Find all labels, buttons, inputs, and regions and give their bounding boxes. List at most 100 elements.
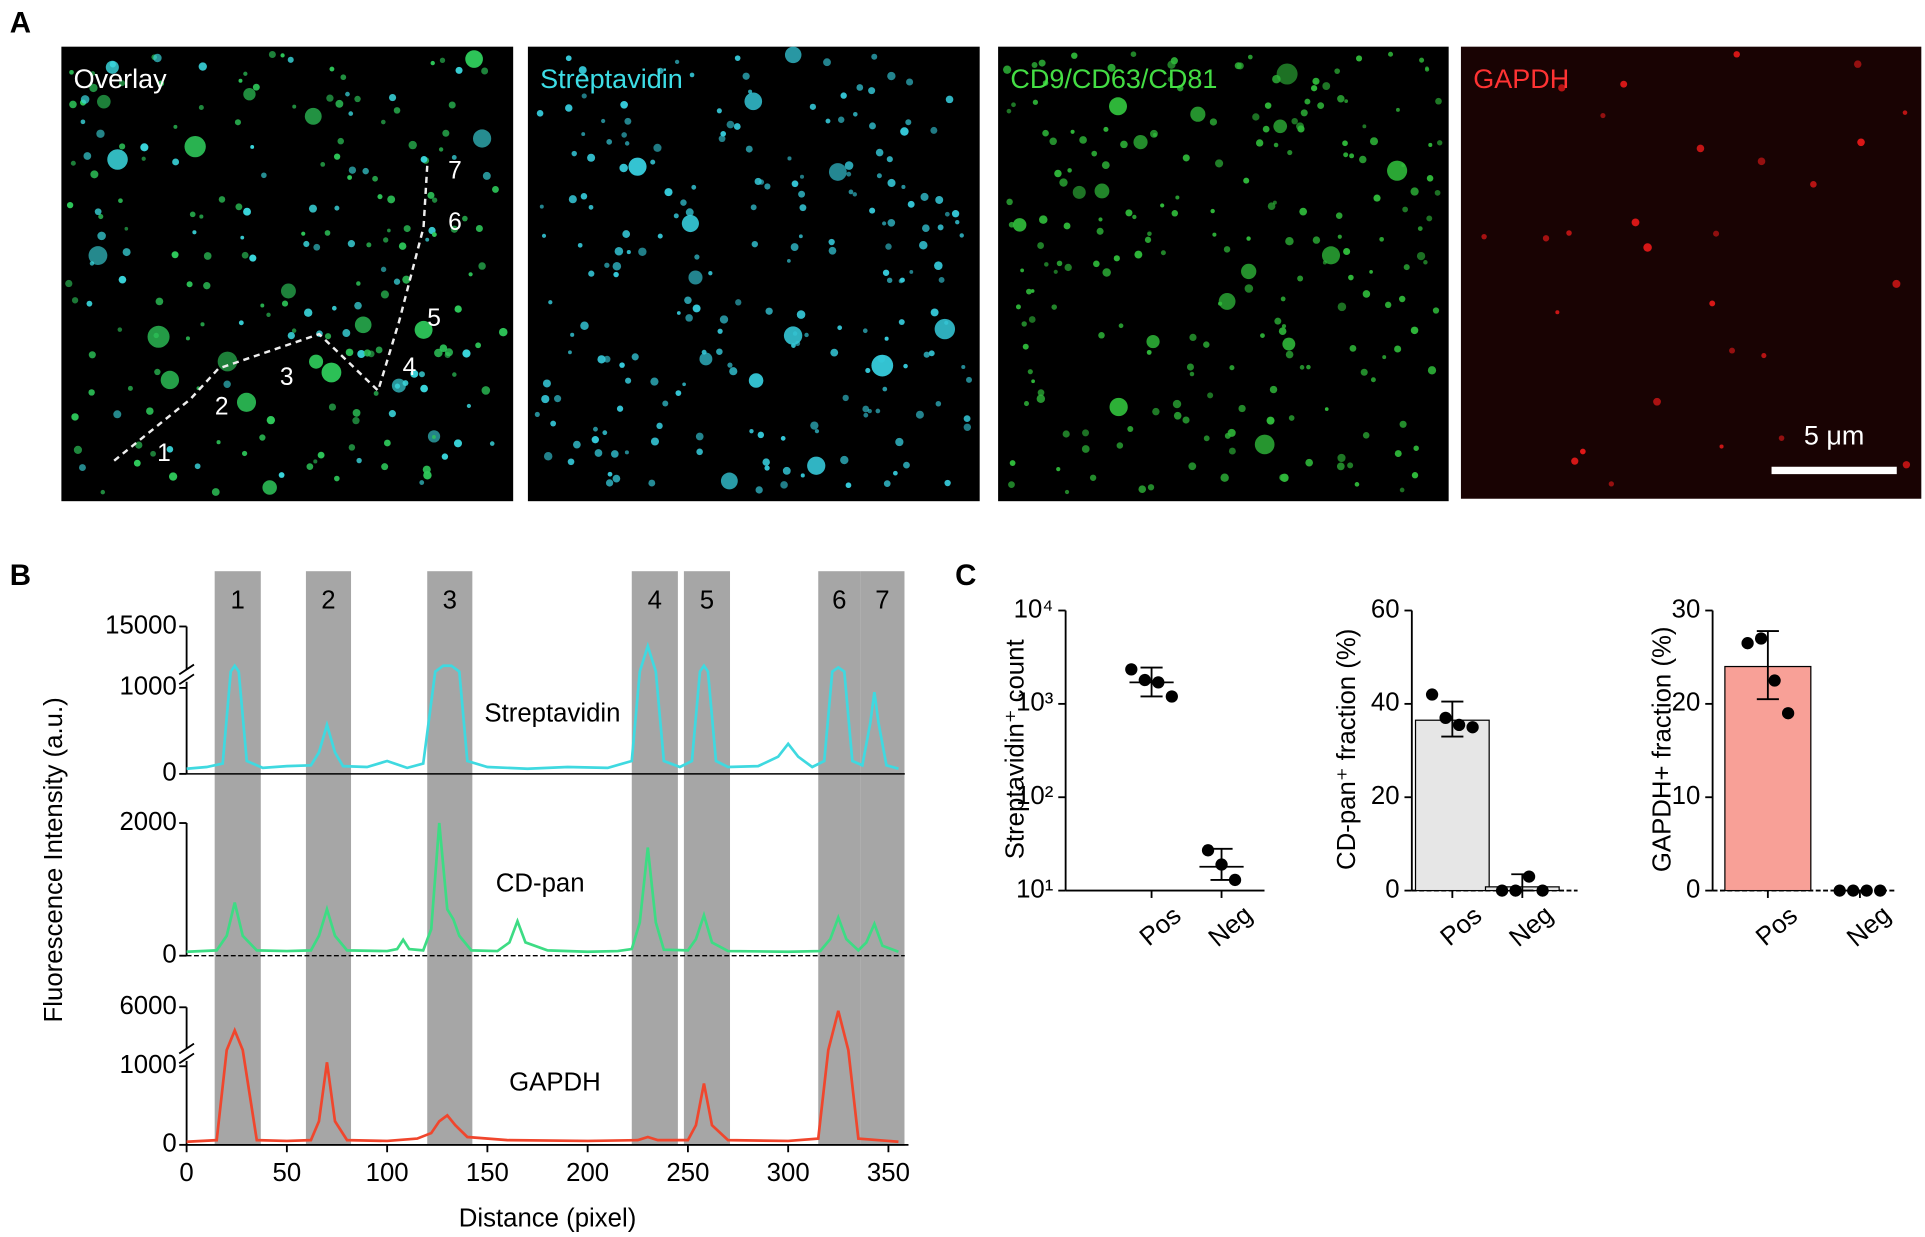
spot bbox=[799, 174, 805, 179]
spot bbox=[1107, 63, 1116, 72]
y-axis-label: Streptavidin⁺ count bbox=[1001, 639, 1029, 859]
spot bbox=[313, 459, 318, 464]
spot bbox=[1038, 59, 1046, 67]
spot bbox=[287, 331, 295, 340]
spot bbox=[542, 379, 551, 388]
spot bbox=[146, 407, 154, 415]
spot bbox=[685, 314, 693, 322]
spot bbox=[1273, 119, 1288, 134]
spot bbox=[798, 190, 806, 198]
spot bbox=[1238, 404, 1246, 413]
spot bbox=[352, 417, 360, 425]
spot bbox=[930, 308, 939, 317]
spot bbox=[1419, 57, 1425, 63]
spot bbox=[616, 405, 624, 412]
bar bbox=[1414, 719, 1490, 892]
region-label: 1 bbox=[231, 587, 245, 615]
spot bbox=[482, 171, 491, 180]
spot bbox=[1146, 334, 1160, 349]
spot bbox=[804, 332, 809, 338]
spot bbox=[624, 141, 630, 146]
spot bbox=[466, 403, 471, 409]
spot bbox=[259, 434, 266, 441]
spot bbox=[1023, 401, 1030, 407]
spot bbox=[1144, 236, 1152, 243]
spot bbox=[961, 364, 966, 370]
spot bbox=[624, 450, 629, 455]
spot bbox=[1071, 52, 1078, 59]
spot bbox=[951, 210, 960, 218]
spot bbox=[869, 207, 876, 214]
spot bbox=[848, 189, 854, 195]
image-label: Streptavidin bbox=[540, 64, 683, 94]
spot bbox=[1396, 107, 1400, 112]
spot bbox=[937, 224, 944, 231]
spot bbox=[862, 328, 868, 334]
region-label: 2 bbox=[321, 587, 335, 615]
x-tick-label: 100 bbox=[366, 1159, 409, 1187]
spot bbox=[1757, 157, 1766, 166]
spot bbox=[1620, 80, 1628, 88]
spot bbox=[875, 408, 881, 414]
spot bbox=[1254, 434, 1275, 455]
spot bbox=[337, 137, 344, 145]
point bbox=[1152, 676, 1165, 689]
spot bbox=[541, 394, 550, 404]
spot bbox=[150, 450, 156, 457]
spot bbox=[453, 439, 462, 448]
spot bbox=[1243, 177, 1250, 184]
spot bbox=[963, 415, 971, 423]
spot bbox=[1402, 206, 1408, 213]
micrograph bbox=[1460, 46, 1922, 499]
spot bbox=[612, 474, 621, 483]
spot bbox=[673, 213, 679, 219]
spot bbox=[876, 173, 882, 179]
trace bbox=[186, 641, 899, 771]
spot bbox=[1600, 112, 1606, 119]
spot bbox=[135, 441, 143, 449]
y-tick-label: 10² bbox=[1016, 782, 1054, 810]
spot bbox=[313, 243, 321, 251]
spot bbox=[241, 450, 248, 457]
spot bbox=[1343, 152, 1349, 158]
spot bbox=[1039, 215, 1048, 224]
spot bbox=[923, 351, 930, 358]
spot bbox=[1172, 399, 1182, 409]
point bbox=[1228, 873, 1242, 887]
spot bbox=[140, 143, 149, 152]
spot bbox=[765, 307, 773, 315]
spot bbox=[716, 108, 722, 114]
spot bbox=[1384, 301, 1392, 309]
spot bbox=[96, 129, 105, 138]
spot bbox=[155, 297, 164, 306]
spot bbox=[1310, 85, 1318, 92]
panel-label: C bbox=[955, 559, 976, 592]
spot bbox=[754, 177, 762, 185]
spot bbox=[189, 211, 196, 218]
spot bbox=[478, 262, 486, 270]
spot bbox=[1189, 371, 1195, 377]
spot bbox=[612, 261, 622, 271]
spot bbox=[1147, 231, 1152, 236]
spot bbox=[733, 123, 741, 130]
spot bbox=[787, 156, 792, 161]
spot bbox=[784, 46, 802, 64]
spot bbox=[1098, 217, 1103, 222]
spot bbox=[1322, 82, 1331, 90]
x-axis-label: Distance (pixel) bbox=[459, 1205, 637, 1233]
spot bbox=[73, 445, 83, 454]
spot bbox=[1281, 324, 1287, 329]
spot bbox=[718, 135, 726, 143]
x-tick-label: Neg bbox=[1203, 901, 1257, 953]
spot bbox=[610, 450, 619, 458]
spot bbox=[568, 350, 572, 355]
spot bbox=[1031, 379, 1035, 384]
spot bbox=[356, 457, 362, 464]
region-label: 7 bbox=[875, 587, 889, 615]
spot bbox=[717, 328, 723, 334]
spot bbox=[1062, 430, 1070, 438]
spot bbox=[1403, 264, 1410, 271]
spot bbox=[568, 195, 577, 204]
spot bbox=[173, 124, 178, 129]
spot bbox=[199, 214, 204, 219]
